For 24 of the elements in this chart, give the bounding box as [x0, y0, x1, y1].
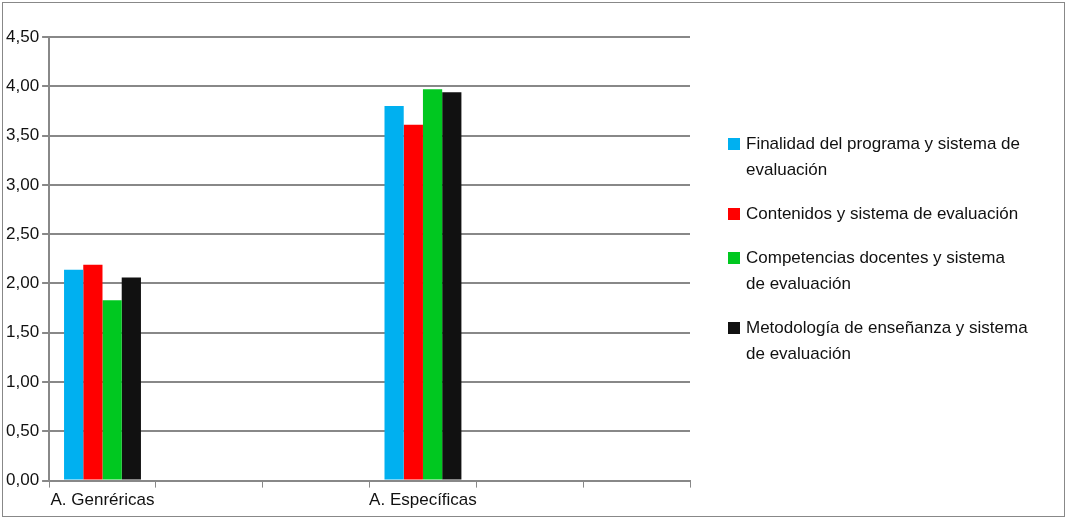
y-tick-label: 4,00: [5, 75, 40, 95]
bar: [64, 269, 84, 480]
y-tick-label: 2,50: [5, 223, 40, 243]
bar: [403, 124, 423, 480]
bar: [384, 106, 404, 480]
y-tick-label: 1,00: [5, 371, 40, 391]
bar: [121, 277, 141, 480]
legend-label: Finalidad del programa y sistema de evaluación: [746, 133, 1022, 181]
y-tick-label: 4,50: [5, 26, 40, 46]
x-tick-label: A. Específicas: [369, 490, 477, 510]
y-tick-label: 2,00: [5, 273, 40, 293]
bar: [422, 89, 443, 480]
y-tick-label: 0,50: [5, 421, 40, 440]
legend-label: Contenidos y sistema de evaluación: [746, 203, 1019, 225]
y-tick-label: 0,00: [5, 470, 40, 490]
bar: [102, 300, 122, 480]
y-tick-label: 1,50: [5, 322, 40, 342]
x-tick-label: A. Genréricas: [50, 490, 155, 510]
bar: [442, 92, 462, 480]
bar: [83, 264, 103, 480]
legend-label: Metodología de enseñanza y sistema de evaluación: [746, 317, 1028, 365]
legend-label: Competencias docentes y sistema de evaluación: [746, 247, 1006, 295]
y-tick-label: 3,50: [5, 125, 40, 145]
y-tick-label: 3,00: [5, 174, 40, 194]
